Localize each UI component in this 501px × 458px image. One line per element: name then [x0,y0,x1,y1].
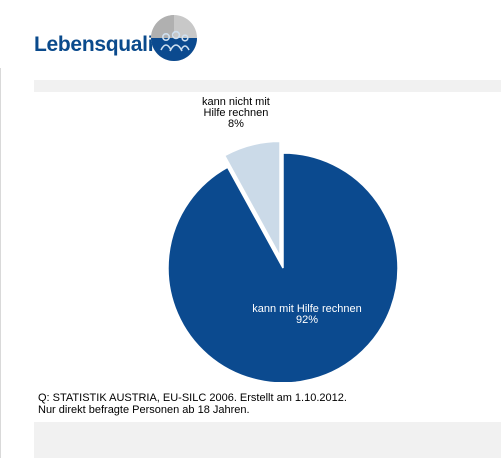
slice-label-1: kann nicht mit Hilfe rechnen 8% [202,96,270,130]
pie-slice-1 [223,140,281,257]
footer-band [34,422,501,458]
left-divider [0,68,1,458]
page-title: Lebensqualität [34,33,178,56]
pie-chart: kann mit Hilfe rechnen 92% kann nicht mit H… [167,96,399,382]
slice-label-0: kann mit Hilfe rechnen 92% [252,303,361,326]
header: Lebensqualität [0,0,501,68]
chart-top-band [34,80,501,92]
source-line-1: Q: STATISTIK AUSTRIA, EU-SILC 2006. Erst… [38,392,347,404]
source-line-2: Nur direkt befragte Personen ab 18 Jahre… [38,404,250,416]
pie-slice-0 [167,152,399,382]
source-note: Q: STATISTIK AUSTRIA, EU-SILC 2006. Erst… [38,392,347,416]
quality-of-life-icon [151,15,197,61]
